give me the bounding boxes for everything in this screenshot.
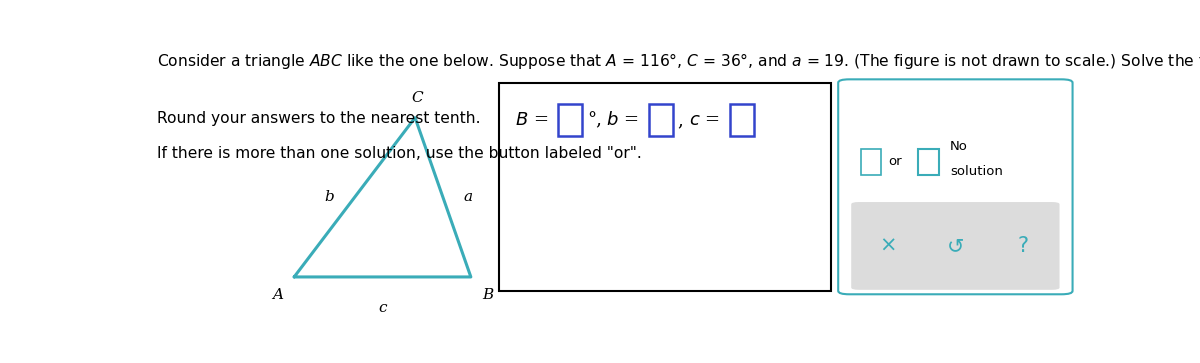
FancyBboxPatch shape <box>558 104 582 136</box>
Text: No: No <box>950 140 967 153</box>
Text: b: b <box>324 190 334 204</box>
Text: If there is more than one solution, use the button labeled "or".: If there is more than one solution, use … <box>157 146 642 160</box>
FancyBboxPatch shape <box>839 79 1073 294</box>
Text: B: B <box>482 288 493 302</box>
Text: C: C <box>412 91 422 105</box>
Text: $\mathit{c}$ =: $\mathit{c}$ = <box>690 111 720 130</box>
Text: or: or <box>888 155 902 168</box>
Text: ?: ? <box>1018 236 1028 256</box>
Text: a: a <box>463 190 473 204</box>
Text: Round your answers to the nearest tenth.: Round your answers to the nearest tenth. <box>157 111 481 126</box>
Text: solution: solution <box>950 165 1003 178</box>
Text: °,: °, <box>587 111 602 130</box>
Text: $\mathit{B}$ =: $\mathit{B}$ = <box>516 111 548 130</box>
Text: c: c <box>378 301 386 315</box>
FancyBboxPatch shape <box>499 83 830 291</box>
Text: Consider a triangle $\mathit{ABC}$ like the one below. Suppose that $\mathit{A}$: Consider a triangle $\mathit{ABC}$ like … <box>157 50 1200 70</box>
FancyBboxPatch shape <box>860 148 881 175</box>
FancyBboxPatch shape <box>649 104 673 136</box>
Text: ×: × <box>878 236 896 256</box>
FancyBboxPatch shape <box>731 104 754 136</box>
Text: ↺: ↺ <box>947 236 964 256</box>
Text: $\mathit{b}$ =: $\mathit{b}$ = <box>606 111 638 130</box>
FancyBboxPatch shape <box>918 148 938 175</box>
FancyBboxPatch shape <box>851 202 1060 290</box>
Text: A: A <box>272 288 283 302</box>
Text: ,: , <box>677 111 683 130</box>
